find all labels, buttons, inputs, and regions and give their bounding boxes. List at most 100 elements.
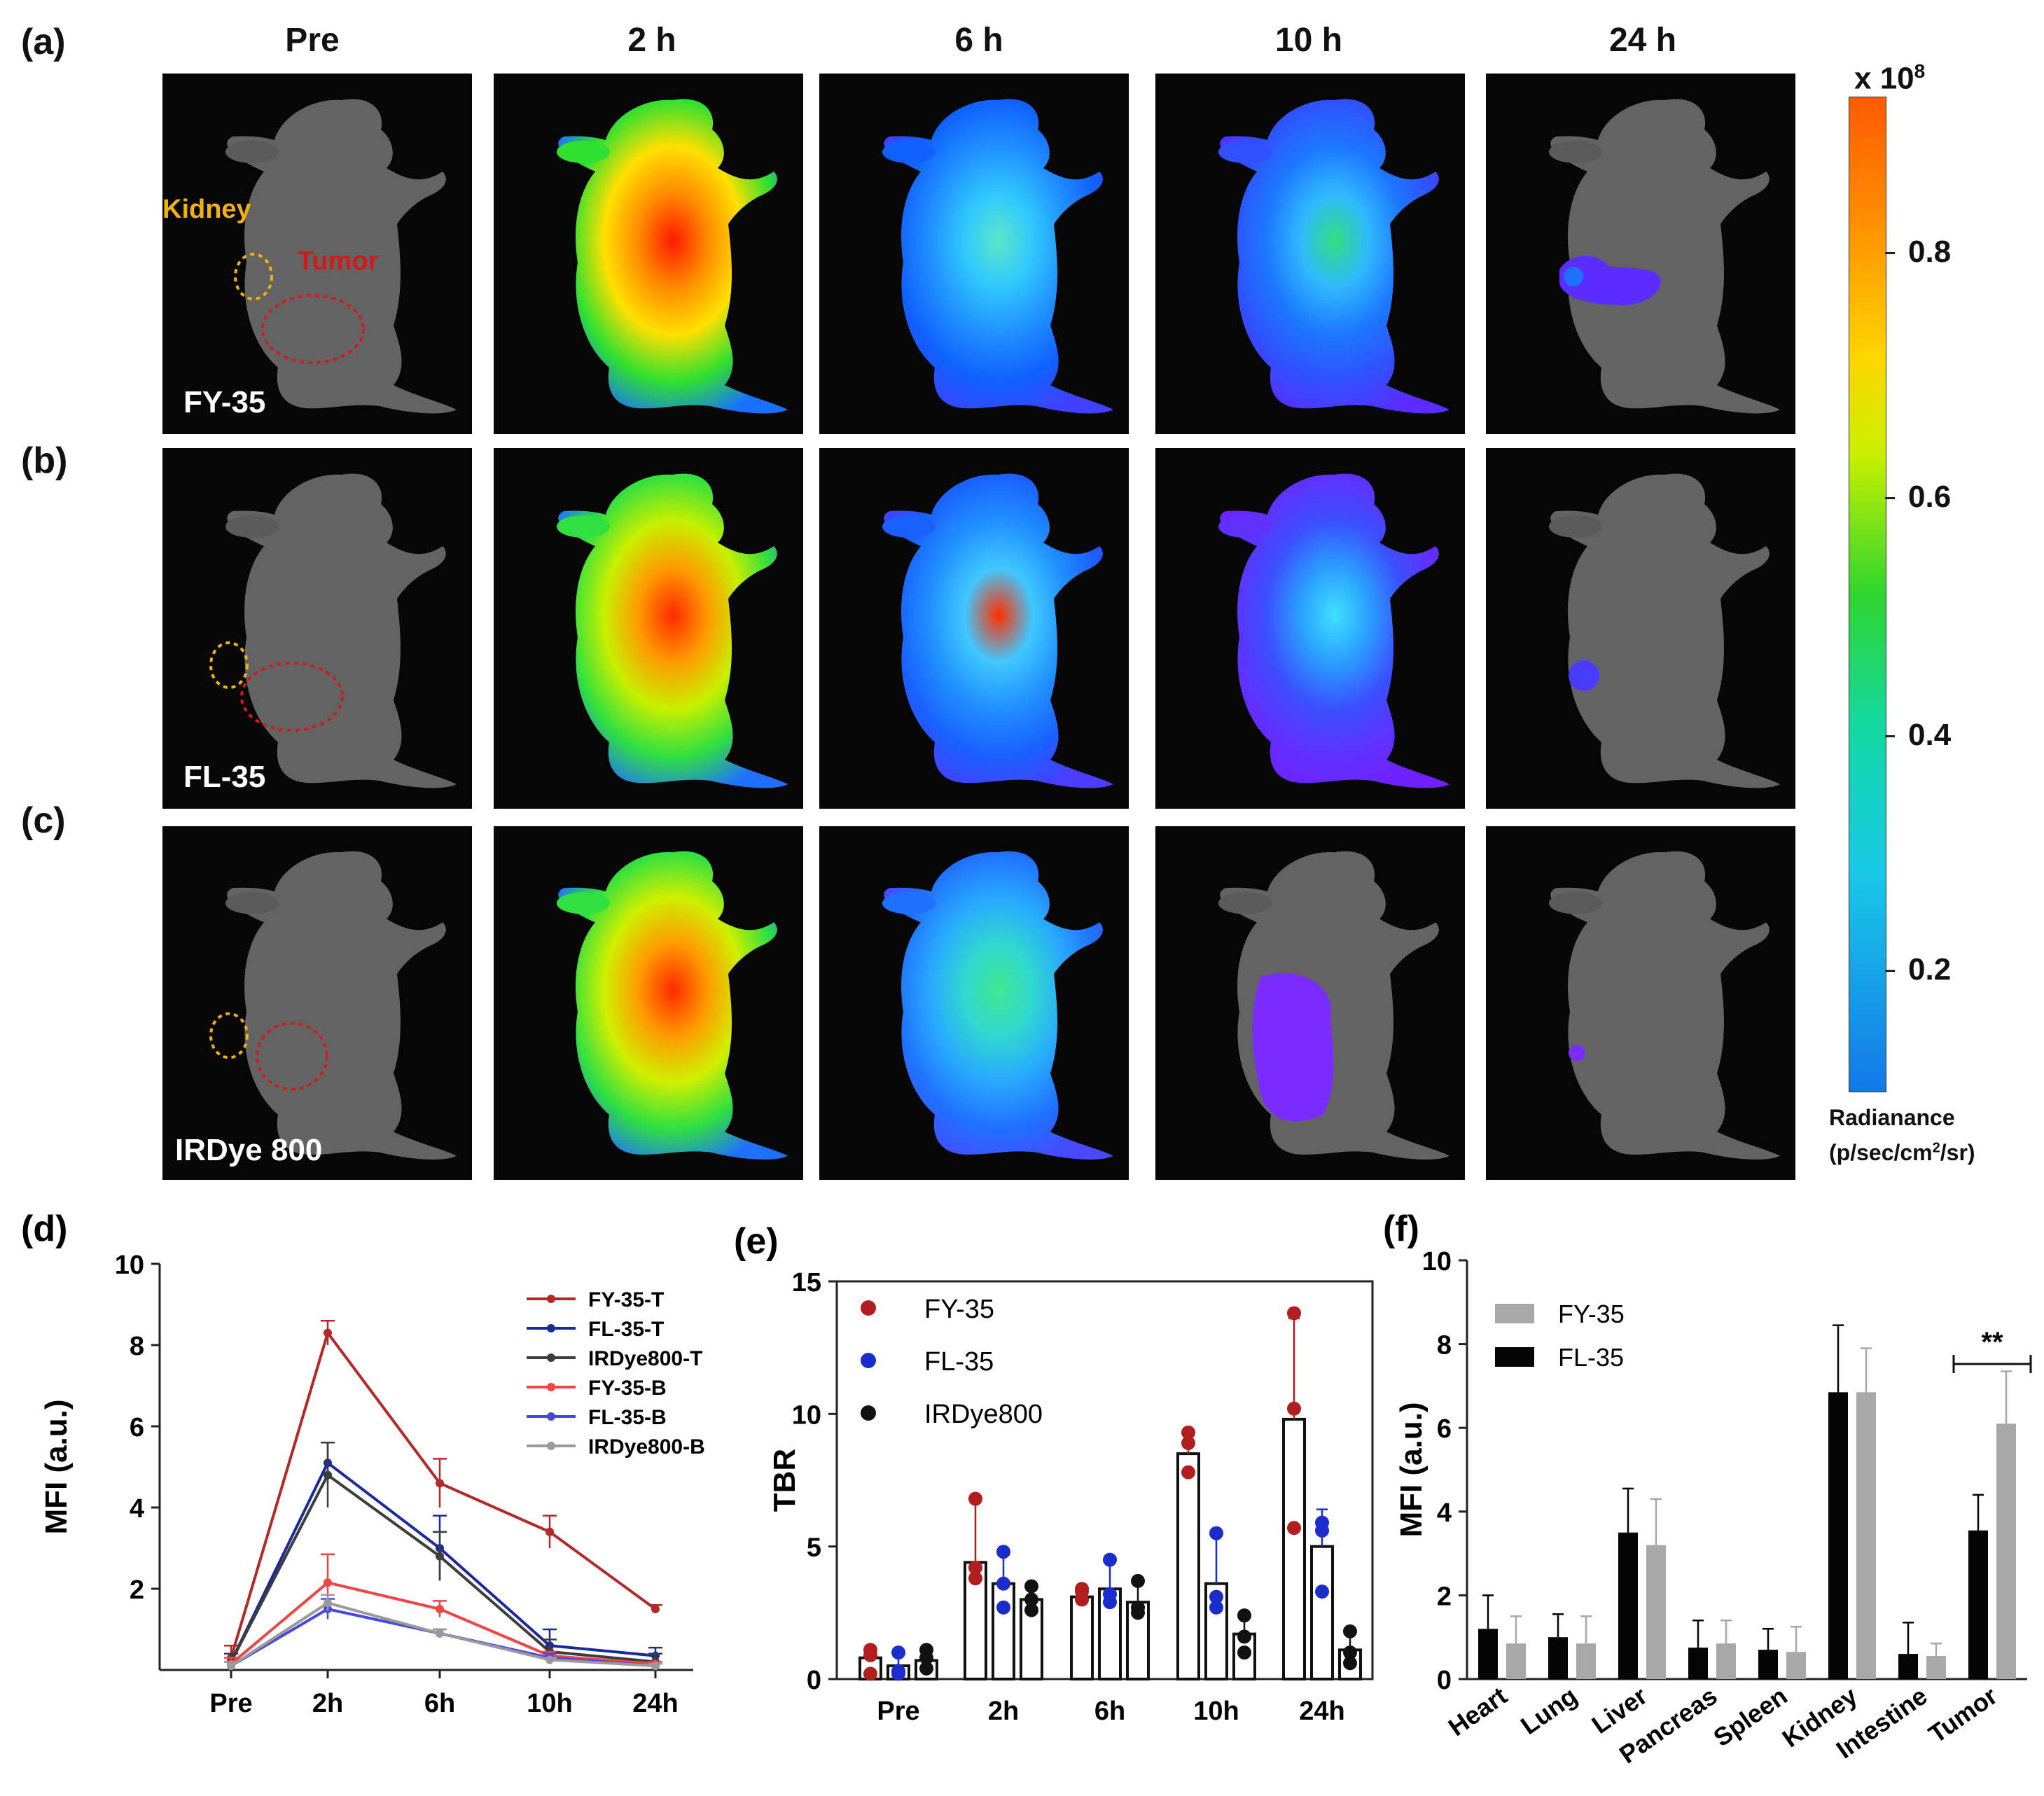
y-tick-label-f: 6 — [1437, 1414, 1452, 1444]
data-point — [436, 1552, 444, 1561]
legend-label: IRDye800-T — [588, 1347, 702, 1370]
bar-FY-35 — [1506, 1643, 1526, 1679]
data-point — [227, 1662, 235, 1671]
legend-marker — [547, 1324, 555, 1332]
scatter-point — [863, 1648, 877, 1662]
scatter-point — [1237, 1645, 1251, 1660]
scatter-point — [1343, 1656, 1357, 1671]
scatter-point — [1024, 1592, 1038, 1607]
x-tick-label-d: 6h — [424, 1689, 455, 1718]
colorbar-tick-mark — [1885, 735, 1895, 737]
y-tick-label-f: 2 — [1437, 1582, 1452, 1611]
significance-label: ** — [1981, 1327, 2003, 1358]
x-tick-label-d: 2h — [312, 1689, 343, 1718]
scatter-point — [1237, 1629, 1251, 1644]
y-tick-label-e: 0 — [807, 1666, 821, 1695]
fluorescence-image-r2-c5 — [1486, 448, 1795, 809]
column-header-pre: Pre — [285, 22, 340, 59]
data-point — [324, 1470, 332, 1480]
legend-label: IRDye800-B — [588, 1435, 705, 1459]
x-tick-label-f: Lung — [1515, 1681, 1583, 1740]
colorbar-tick-mark — [1885, 497, 1895, 499]
legend-label: FY-35-B — [588, 1377, 667, 1400]
panel-label-b: (b) — [21, 440, 68, 481]
x-tick-label-d: 24h — [632, 1689, 678, 1718]
fluorescence-image-r3-c2 — [494, 826, 803, 1180]
data-point — [436, 1605, 444, 1613]
bar-FL-35 — [1758, 1650, 1778, 1679]
bar-FY-35 — [1716, 1643, 1736, 1679]
scatter-point — [968, 1491, 982, 1506]
scatter-point — [1287, 1521, 1301, 1536]
scatter-point — [968, 1560, 982, 1575]
data-point — [436, 1479, 444, 1488]
data-point — [324, 1328, 332, 1337]
scatter-point — [1287, 1401, 1301, 1416]
legend-marker — [861, 1353, 876, 1368]
legend-marker — [547, 1383, 555, 1391]
y-tick-label-e: 15 — [792, 1268, 821, 1297]
scatter-point — [1103, 1595, 1117, 1610]
bar-FL-35 — [992, 1582, 1015, 1680]
kidney-roi-outline — [209, 641, 249, 689]
y-tick-label-d: 10 — [115, 1251, 144, 1280]
kidney-roi-outline — [209, 1012, 249, 1059]
panel-label-e: (e) — [734, 1221, 779, 1262]
colorbar-exponent: x 108 — [1854, 60, 1926, 96]
y-tick-label-f: 0 — [1437, 1666, 1452, 1695]
y-tick-label-f: 4 — [1437, 1498, 1452, 1528]
legend-marker — [547, 1353, 555, 1362]
scatter-point — [1209, 1600, 1223, 1615]
x-tick-label-f: Heart — [1443, 1681, 1513, 1741]
bar-FL-35 — [1828, 1392, 1848, 1679]
colorbar-tick-label: 0.4 — [1908, 718, 1952, 752]
legend-marker — [861, 1405, 876, 1421]
fluorescence-image-r3-c5 — [1486, 826, 1795, 1180]
x-tick-label-f: Tumor — [1924, 1681, 2003, 1748]
y-tick-label-d: 4 — [130, 1494, 144, 1524]
y-axis-title-e: TBR — [767, 1449, 802, 1512]
fluorescence-image-r1-c3 — [819, 74, 1129, 434]
scatter-point — [1343, 1624, 1357, 1638]
x-tick-label-e: 6h — [1094, 1697, 1125, 1726]
scatter-point — [1181, 1435, 1195, 1450]
fluorescence-image-r1-c5 — [1486, 74, 1795, 434]
data-point — [545, 1527, 554, 1536]
y-tick-label-e: 10 — [792, 1400, 821, 1430]
fluorescence-image-r1-c2 — [494, 74, 803, 434]
bar-FL-35 — [1618, 1532, 1638, 1679]
scatter-point — [919, 1650, 933, 1665]
bar-FY-35 — [1176, 1452, 1200, 1680]
legend-marker — [547, 1442, 555, 1450]
x-tick-label-e: 2h — [988, 1697, 1019, 1726]
tumor-roi-outline — [240, 662, 344, 732]
scatter-point — [1131, 1606, 1145, 1620]
bar-FL-35 — [1898, 1654, 1918, 1679]
x-tick-label-f: Spleen — [1708, 1681, 1792, 1752]
y-tick-label-d: 6 — [130, 1413, 144, 1442]
column-header-6h: 6 h — [954, 22, 1003, 59]
bar-FY-35 — [1856, 1392, 1876, 1679]
y-tick-label-f: 8 — [1437, 1331, 1452, 1360]
row-label-irdye800: IRDye 800 — [175, 1133, 323, 1167]
scatter-point — [891, 1664, 905, 1678]
fluorescence-image-r3-c3 — [819, 826, 1129, 1180]
bar-FL-35 — [1688, 1648, 1708, 1679]
bar-chart-e: 0 5 10 15 Pre 2h 6h 10h 24h TBR FY-35 FL-35 IRDye800 — [767, 1268, 1374, 1726]
scatter-point — [1075, 1585, 1089, 1599]
fluorescence-image-r3-c1 — [162, 826, 472, 1180]
colorbar-tick-label: 0.6 — [1908, 480, 1952, 514]
bar-FL-35 — [1548, 1637, 1568, 1679]
data-point — [545, 1655, 554, 1664]
bar-FY-35 — [1070, 1595, 1094, 1680]
scatter-point — [1181, 1425, 1195, 1440]
colorbar-tick-mark — [1885, 970, 1895, 972]
legend-label: FY-35 — [1558, 1300, 1625, 1328]
colorbar-unit-line2: (p/sec/cm2/sr) — [1829, 1140, 1975, 1165]
colorbar-tick-label: 0.8 — [1908, 235, 1952, 269]
scatter-point — [1103, 1552, 1117, 1567]
x-tick-label-e: 24h — [1299, 1697, 1344, 1726]
scatter-point — [1024, 1579, 1038, 1594]
line-chart-d: 2 4 6 8 10 Pre 2h 6h 10h 24h MFI (a.u.) FY-35-T FL-3… — [39, 1251, 705, 1718]
